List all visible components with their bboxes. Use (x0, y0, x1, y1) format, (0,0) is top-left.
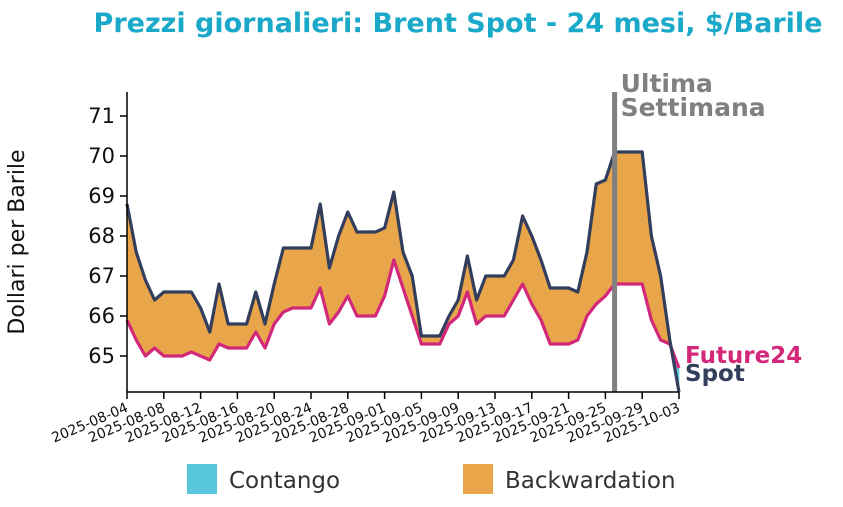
y-tick-label: 67 (88, 264, 115, 288)
y-axis-label: Dollari per Barile (5, 149, 30, 334)
backwardation-area (181, 291, 192, 357)
future24-line (125, 258, 681, 369)
y-tick-label: 66 (88, 304, 115, 328)
chart-title: Prezzi giornalieri: Brent Spot - 24 mesi… (94, 8, 823, 39)
backwardation-area (494, 275, 505, 317)
backwardation-area (595, 179, 606, 305)
backwardation-area (485, 275, 496, 317)
backwardation-area (154, 291, 165, 357)
legend-label-contango: Contango (229, 468, 340, 494)
annotation-line-1: Ultima (621, 69, 713, 98)
last-week-annotation: Ultima Settimana (612, 69, 766, 392)
y-tick-label: 70 (88, 144, 115, 168)
backwardation-area (163, 291, 174, 357)
backwardation-area (549, 287, 560, 345)
backwardation-area (623, 151, 634, 285)
backwardation-area (237, 323, 247, 349)
backwardation-area (283, 247, 293, 313)
backwardation-area (301, 247, 312, 309)
backwardation-area (356, 231, 367, 317)
legend-label-backwardation: Backwardation (505, 468, 676, 494)
backwardation-area (292, 247, 303, 309)
spot-line (125, 150, 681, 393)
series-lines (125, 150, 681, 393)
legend: Contango Backwardation (187, 464, 676, 494)
backwardation-area (172, 291, 183, 357)
backwardation-area (227, 323, 238, 349)
legend-swatch-contango (187, 464, 217, 494)
series-end-labels: Future24 Spot (685, 343, 802, 387)
y-tick-label: 71 (88, 104, 115, 128)
legend-swatch-backwardation (463, 464, 493, 494)
spot-end-label: Spot (685, 361, 745, 387)
future-end-label: Future24 (685, 343, 802, 369)
backwardation-area (568, 287, 579, 345)
backwardation-area (559, 287, 569, 345)
backwardation-area (365, 231, 376, 317)
annotation-line-2: Settimana (621, 93, 766, 122)
y-tick-label: 65 (88, 344, 115, 368)
backwardation-area (632, 151, 643, 285)
y-tick-label: 68 (88, 224, 115, 248)
y-tick-label: 69 (88, 184, 115, 208)
